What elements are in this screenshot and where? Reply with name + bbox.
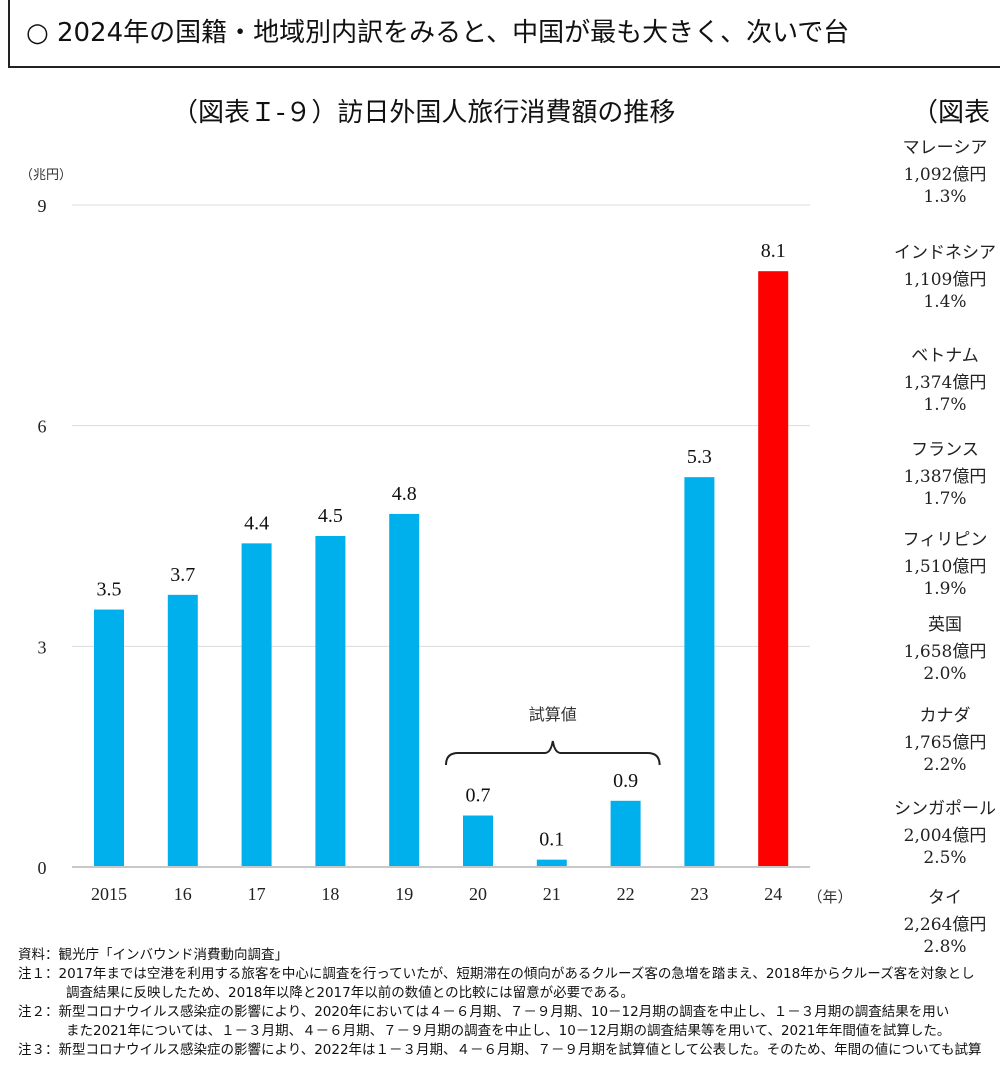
country-share: 2.0% <box>923 664 967 684</box>
country-share: 1.7% <box>923 489 967 509</box>
data-label: 3.5 <box>97 579 122 601</box>
country-name: ベトナム <box>911 346 979 366</box>
x-tick-label: 16 <box>174 884 192 904</box>
annotation-label: 試算値 <box>529 705 577 724</box>
country-name: シンガポール <box>894 799 996 819</box>
bar-21 <box>536 859 567 866</box>
bar-17 <box>241 543 272 866</box>
country-name: タイ <box>928 888 962 908</box>
chart-title: （図表Ｉ-９）訪日外国人旅行消費額の推移 <box>172 98 676 128</box>
data-label: 4.5 <box>318 505 343 527</box>
country-amount: 2,264億円 <box>903 915 987 935</box>
y-tick-label: 0 <box>38 858 47 878</box>
x-tick-label: 20 <box>469 884 487 904</box>
data-label: 8.1 <box>761 240 786 262</box>
country-share: 2.5% <box>923 848 967 868</box>
country-share: 1.9% <box>923 579 967 599</box>
note-2-cont: また2021年については、１－３月期、４－６月期、７－９月期の調査を中止し、10… <box>66 1023 951 1039</box>
country-amount: 1,510億円 <box>903 557 987 577</box>
bar-18 <box>315 536 346 866</box>
x-tick-label: 2015 <box>91 884 127 904</box>
country-share: 1.4% <box>923 292 967 312</box>
country-amount: 1,658億円 <box>903 642 987 662</box>
note-3: 注３：新型コロナウイルス感染症の影響により、2022年は１－３月期、４－６月期、… <box>18 1042 982 1058</box>
country-share: 2.2% <box>923 755 967 775</box>
x-axis-unit: （年） <box>807 888 852 906</box>
country-share: 2.8% <box>923 937 967 957</box>
bar-23 <box>684 477 715 866</box>
country-amount: 1,387億円 <box>903 467 987 487</box>
x-tick-label: 23 <box>690 884 708 904</box>
data-label: 0.7 <box>466 785 491 807</box>
country-share: 1.7% <box>923 395 967 415</box>
data-label: 5.3 <box>687 446 712 468</box>
data-label: 3.7 <box>170 564 195 586</box>
summary-text: ○ 2024年の国籍・地域別内訳をみると、中国が最も大きく、次いで台 <box>26 18 850 48</box>
data-label: 0.9 <box>613 770 638 792</box>
bar-19 <box>389 513 420 866</box>
note-1: 注１：2017年までは空港を利用する旅客を中心に調査を行っていたが、短期滞在の傾… <box>18 966 975 982</box>
x-tick-label: 18 <box>321 884 339 904</box>
x-tick-label: 19 <box>395 884 413 904</box>
y-tick-label: 6 <box>38 417 47 437</box>
x-tick-label: 17 <box>248 884 266 904</box>
country-name: 英国 <box>928 615 962 635</box>
x-tick-label: 22 <box>617 884 635 904</box>
y-tick-label: 9 <box>38 196 47 216</box>
country-amount: 1,765億円 <box>903 733 987 753</box>
note-1-cont: 調査結果に反映したため、2018年以降と2017年以前の数値との比較には留意が必… <box>66 985 634 1001</box>
country-share: 1.3% <box>923 187 967 207</box>
country-name: フランス <box>911 440 979 460</box>
x-tick-label: 24 <box>764 884 782 904</box>
country-amount: 1,109億円 <box>903 270 987 290</box>
country-name: インドネシア <box>894 243 996 263</box>
bar-2015 <box>94 609 124 866</box>
country-amount: 1,374億円 <box>903 373 987 393</box>
data-label: 4.8 <box>392 483 417 505</box>
summary-box: ○ 2024年の国籍・地域別内訳をみると、中国が最も大きく、次いで台 <box>8 0 1000 68</box>
country-name: マレーシア <box>902 138 988 158</box>
brace <box>445 740 661 766</box>
y-axis-unit: （兆円） <box>20 168 73 183</box>
notes: 資料：観光庁「インバウンド消費動向調査」 注１：2017年までは空港を利用する旅… <box>18 946 982 1060</box>
bar-22 <box>610 800 641 866</box>
data-label: 4.4 <box>244 512 269 534</box>
country-amount: 1,092億円 <box>903 165 987 185</box>
bar-20 <box>463 815 493 866</box>
bar-chart: 0 3 6 9 3.5 2015 3.7 16 4.4 17 4.5 18 4.8 19 0.7 20 0.1 2… <box>38 196 853 906</box>
bar-24 <box>758 271 789 866</box>
x-tick-label: 21 <box>543 884 561 904</box>
country-name: カナダ <box>919 706 971 726</box>
data-label: 0.1 <box>539 829 564 851</box>
country-name: フィリピン <box>902 530 988 550</box>
country-amount: 2,004億円 <box>903 826 987 846</box>
right-panel-title: （図表 <box>912 98 991 128</box>
note-2: 注２：新型コロナウイルス感染症の影響により、2020年においては４－６月期、７－… <box>18 1004 950 1020</box>
y-tick-label: 3 <box>38 637 47 657</box>
bar-16 <box>167 594 198 866</box>
source-note: 資料：観光庁「インバウンド消費動向調査」 <box>18 947 288 963</box>
